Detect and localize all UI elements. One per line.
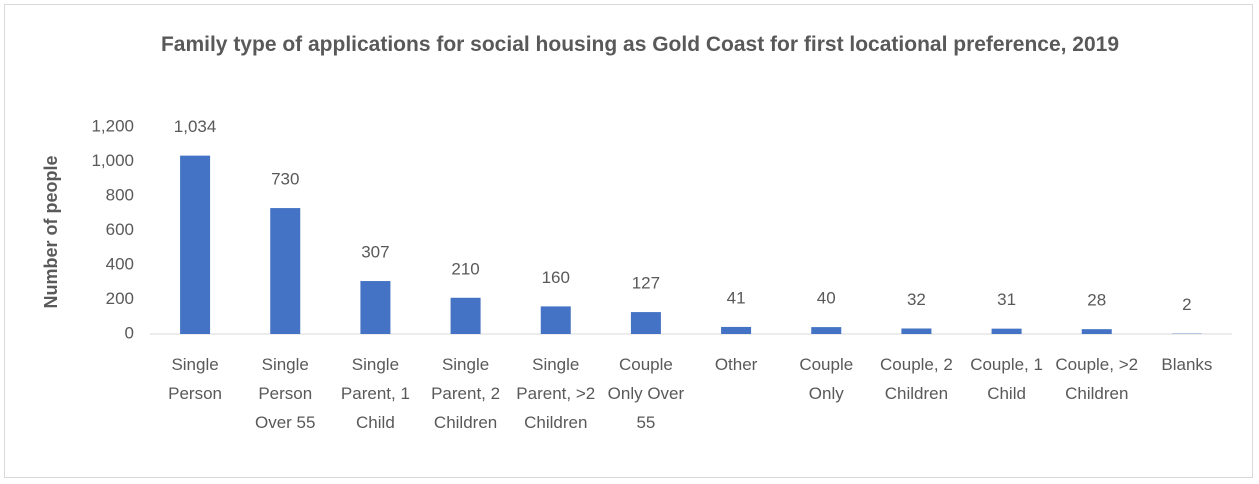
chart-frame bbox=[4, 4, 1253, 478]
y-tick-label: 600 bbox=[106, 220, 134, 239]
data-label: 41 bbox=[727, 288, 746, 307]
bar bbox=[630, 312, 661, 334]
x-tick-label: Couple, 2 Children bbox=[880, 355, 953, 403]
bar bbox=[180, 155, 211, 334]
x-tick-label: Single Person bbox=[168, 355, 223, 403]
data-label: 307 bbox=[361, 243, 389, 262]
y-tick-label: 1,000 bbox=[91, 151, 134, 170]
x-tick-label: Other bbox=[714, 355, 758, 374]
data-label: 160 bbox=[542, 268, 570, 287]
x-tick-label: Single Parent, >2 Children bbox=[516, 355, 596, 432]
y-tick-label: 800 bbox=[106, 185, 134, 204]
bar bbox=[721, 326, 752, 334]
data-label: 40 bbox=[817, 289, 836, 308]
bar bbox=[450, 297, 481, 334]
x-tick-label: Couple, >2 Children bbox=[1055, 355, 1139, 403]
x-tick-label: Single Person Over 55 bbox=[255, 355, 316, 432]
y-tick-label: 1,200 bbox=[91, 116, 134, 135]
data-label: 32 bbox=[907, 290, 926, 309]
x-tick-label: Single Parent, 1 Child bbox=[340, 355, 410, 432]
x-tick-label: Single Parent, 2 Children bbox=[431, 355, 501, 432]
bar bbox=[991, 328, 1022, 334]
data-label: 730 bbox=[271, 170, 299, 189]
x-tick-label: Blanks bbox=[1161, 355, 1213, 374]
data-label: 2 bbox=[1182, 295, 1191, 314]
y-tick-label: 200 bbox=[106, 289, 134, 308]
y-axis-title: Number of people bbox=[41, 155, 61, 308]
x-tick-label: Couple, 1 Child bbox=[970, 355, 1043, 403]
chart-title: Family type of applications for social h… bbox=[160, 33, 1120, 56]
bar bbox=[811, 327, 842, 334]
data-label: 210 bbox=[451, 259, 479, 278]
x-tick-label: Couple Only bbox=[799, 355, 854, 403]
x-tick-label: Couple Only Over 55 bbox=[607, 355, 685, 432]
data-label: 28 bbox=[1087, 291, 1106, 310]
bar bbox=[360, 281, 391, 334]
bar bbox=[901, 328, 932, 334]
data-label: 1,034 bbox=[174, 117, 217, 136]
y-tick-label: 0 bbox=[125, 323, 134, 342]
bar bbox=[270, 208, 301, 334]
bar bbox=[1081, 329, 1112, 334]
data-label: 31 bbox=[997, 290, 1016, 309]
data-label: 127 bbox=[632, 274, 660, 293]
bar bbox=[540, 306, 571, 334]
y-tick-label: 400 bbox=[106, 254, 134, 273]
